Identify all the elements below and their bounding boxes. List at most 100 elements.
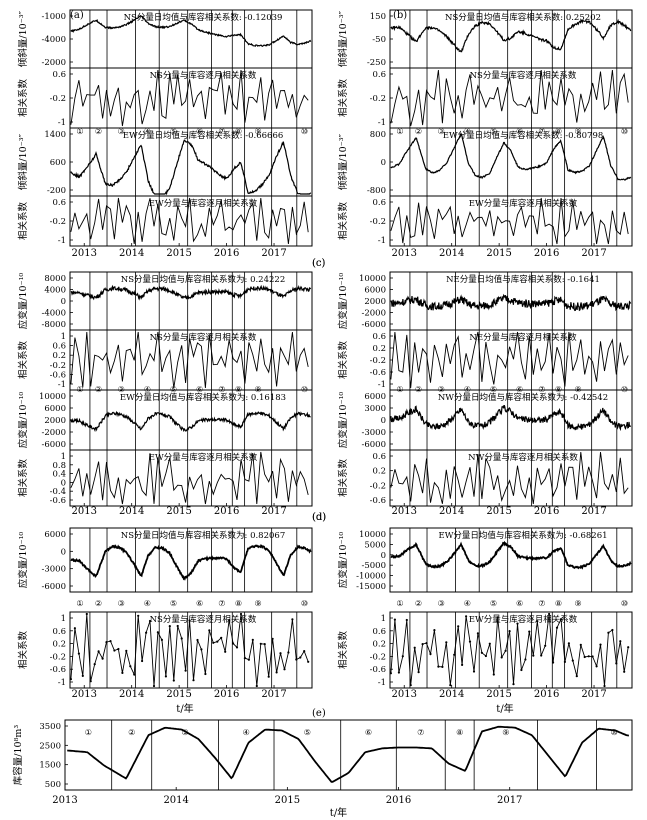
y-axis-label: 应变量/10⁻¹⁰: [337, 532, 349, 589]
data-point: [176, 624, 179, 628]
data-point: [97, 650, 100, 653]
stage-marker: ②: [128, 728, 135, 737]
stage-marker: ⑩: [621, 385, 628, 394]
subplot-b-1: 相关系数 0.6 -0.2 -1 NS分量与库容逐月相关系数: [337, 67, 633, 129]
stage-marker: ①: [396, 127, 403, 136]
y-tick-label: -3000: [41, 565, 66, 575]
y-tick-label: 0.6: [52, 198, 66, 208]
stage-marker: ④: [144, 127, 151, 136]
x-tick-label: 2016: [214, 248, 239, 259]
panel-label: (d): [312, 512, 326, 523]
stage-marker: ⑩: [621, 599, 628, 608]
y-tick-label: 0.8: [52, 461, 66, 471]
x-axis-label: t/年: [496, 702, 513, 715]
subplot-title: NS分量日均值与库容相关系数为: 0.82067: [121, 530, 285, 541]
subplot-c2-1: 相关系数 0.6 0.2 -0.2 -0.6 -1 NE分量与库容逐月相关系数: [337, 329, 633, 391]
subplot-c-1: 相关系数 10.60.2-0.2-0.6-1 NS分量与库容逐月相关系数: [17, 329, 313, 391]
y-tick-label: 10000: [359, 530, 386, 540]
y-axis-label: 应变量/10⁻¹⁰: [337, 392, 349, 449]
data-point: [401, 655, 404, 658]
subplot-e-0: 库容量/10⁸m³ 3500 2500 1500 500: [12, 719, 633, 791]
y-tick-label: 2000: [44, 416, 66, 426]
panel-label: (a): [70, 10, 84, 21]
stage-marker: ②: [415, 127, 422, 136]
subplot-title: NW分量日均值与库容相关系数为: -0.42542: [438, 392, 608, 403]
subplot-title: EW分量日均值与库容相关系数为: 0.16183: [120, 392, 286, 403]
y-tick-label: 6000: [44, 530, 66, 540]
y-tick-label: -0.6: [370, 496, 386, 506]
y-axis-label: 相关系数: [17, 341, 29, 380]
data-point: [295, 658, 298, 661]
data-point: [500, 656, 503, 659]
data-series-line: [390, 197, 629, 245]
subplot-a-2: 倾斜量/10⁻³″ 1400 600 -200 EW分量日均值与库容相关系数: -0.6…: [17, 127, 313, 197]
data-point: [156, 631, 159, 634]
data-point: [89, 680, 92, 683]
y-tick-label: -6000: [361, 440, 386, 450]
data-point: [476, 632, 479, 635]
data-point: [393, 618, 396, 621]
stage-marker: ⑧: [235, 127, 242, 136]
y-tick-label: -0.6: [50, 370, 66, 380]
plot-frame: [389, 611, 633, 689]
data-point: [212, 641, 215, 644]
panel-e: (e) 库容量/10⁸m³ 3500 2500 1500 500 ① ② ③ ④ ⑤ ⑥ ⑦ ⑧ ⑨ ⑩ 201…: [12, 708, 633, 819]
subplot-d-0: 应变量/10⁻¹⁰ 6000 0 -3000 -6000 NS分量日均值与库容相关系数为:…: [17, 527, 313, 593]
y-tick-label: 1: [61, 614, 66, 624]
stage-marker: ④: [464, 599, 471, 608]
y-tick-label: 0: [61, 297, 66, 307]
data-point: [540, 654, 543, 657]
data-point: [255, 684, 258, 688]
data-point: [247, 658, 250, 661]
data-series-line: [67, 725, 630, 783]
x-tick-label: 2014: [163, 795, 188, 806]
data-point: [228, 619, 231, 622]
stage-marker: ②: [415, 599, 422, 608]
stage-marker: ②: [95, 599, 102, 608]
data-point: [279, 652, 282, 655]
subplot-c-2: 应变量/10⁻¹⁰ 10000 6000 2000 -2000 -6000 EW分量日均值与…: [17, 389, 313, 451]
stage-marker: ⑥: [365, 728, 372, 737]
y-tick-label: -4000: [41, 309, 66, 319]
y-tick-label: 3500: [39, 722, 61, 732]
subplot-title: NE分量日均值与库容相关系数: -0.1641: [446, 274, 600, 285]
y-tick-label: -2000: [361, 309, 386, 319]
data-point: [85, 612, 88, 616]
stage-marker: ⑤: [304, 728, 311, 737]
plot-frame: [389, 527, 633, 593]
y-tick-label: -5000: [361, 561, 386, 571]
stage-marker: ④: [243, 728, 250, 737]
data-series-line: [390, 405, 632, 432]
data-point: [141, 659, 144, 663]
x-tick-label: 2016: [214, 689, 239, 700]
data-point: [172, 679, 175, 682]
y-tick-label: -250: [367, 58, 386, 68]
y-tick-label: 1400: [44, 130, 66, 140]
stage-marker: ①: [76, 127, 83, 136]
x-tick-label: 2013: [392, 689, 417, 700]
x-tick-label: 2013: [392, 248, 417, 259]
stage-marker: ⑧: [555, 127, 562, 136]
x-tick-label: 2017: [581, 689, 606, 700]
data-point: [160, 638, 163, 642]
y-tick-label: 2500: [39, 741, 61, 751]
data-point: [536, 620, 539, 623]
data-point: [421, 643, 424, 646]
data-point: [496, 616, 499, 619]
x-tick-label: 2013: [72, 506, 97, 517]
stage-marker: ⑨: [502, 728, 509, 737]
data-point: [81, 674, 84, 678]
data-point: [164, 675, 167, 678]
data-point: [129, 665, 132, 668]
x-tick-label: 2013: [72, 248, 97, 259]
subplot-a-0: 倾斜量/10⁻³″ -1000 -4000 -2000 NS分量日均值与库容相关系数: …: [17, 9, 313, 69]
y-tick-label: 2000: [364, 297, 386, 307]
data-point: [271, 637, 274, 640]
subplot-b-3: 相关系数 0.6 -0.2 -1 EW分量与库容逐月相关系数: [337, 195, 633, 247]
data-point: [93, 663, 96, 666]
y-tick-label: 0.6: [372, 452, 386, 462]
subplot-b-0: 倾斜量/10⁻³″ 150 -50 -250 NS分量日均值与库容相关系数: 0.252…: [337, 9, 633, 69]
stage-marker: ⑤: [490, 127, 497, 136]
y-tick-label: 6000: [364, 392, 386, 402]
